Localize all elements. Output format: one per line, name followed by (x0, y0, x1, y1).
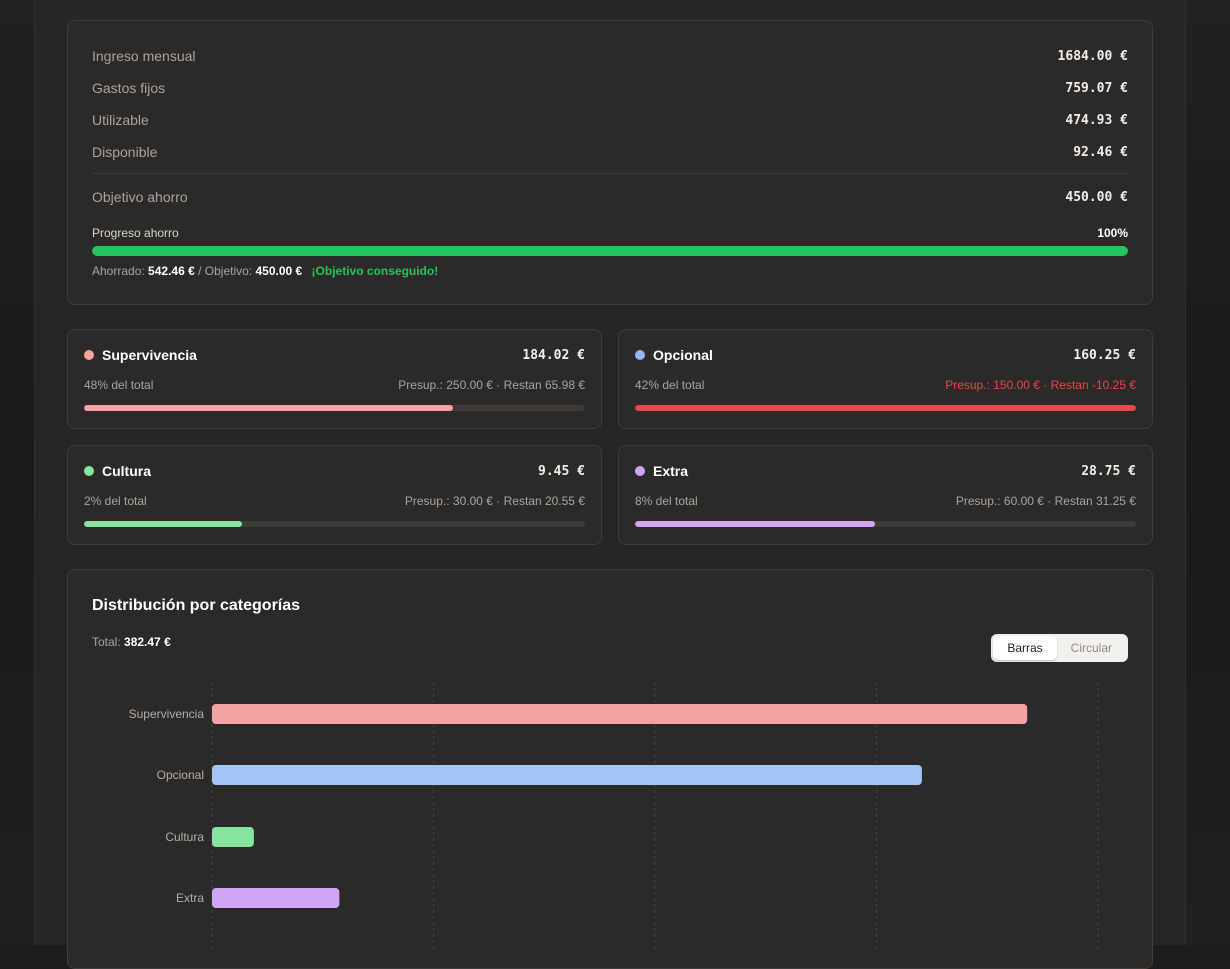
ingreso-row: Ingreso mensual 1684.00 € (92, 46, 1128, 66)
category-progress-fill (84, 405, 453, 411)
distribution-title: Distribución por categorías (92, 597, 301, 614)
category-share: 42% del total (635, 378, 705, 392)
progress-percent: 100% (1097, 226, 1128, 240)
category-progress-fill (635, 521, 875, 527)
total-value: 382.47 € (124, 635, 171, 649)
category-budget: Presup.: 250.00 € · Restan 65.98 € (398, 378, 585, 392)
chart-category-label: Extra (176, 891, 204, 905)
category-progress-fill (84, 521, 242, 527)
savings-progress-bar (92, 246, 1128, 256)
category-share: 48% del total (84, 378, 154, 392)
progress-label-row: Progreso ahorro 100% (92, 226, 1128, 240)
disponible-row: Disponible 92.46 € (92, 142, 1128, 162)
ahorrado-value: 542.46 € (148, 264, 195, 278)
summary-divider (92, 173, 1128, 174)
utilizable-value: 474.93 € (1065, 112, 1128, 128)
category-progress-fill (635, 405, 1136, 411)
background-left (0, 0, 34, 945)
category-amount: 28.75 € (1081, 463, 1136, 479)
chart-category-label: Cultura (165, 830, 204, 844)
utilizable-row: Utilizable 474.93 € (92, 110, 1128, 130)
objetivo-short-label: / Objetivo: (198, 264, 253, 278)
category-share: 2% del total (84, 494, 147, 508)
gastos-value: 759.07 € (1065, 80, 1128, 96)
toggle-pie-button[interactable]: Circular (1070, 641, 1112, 655)
category-progress-bar (84, 405, 585, 411)
category-budget: Presup.: 150.00 € · Restan -10.25 € (945, 378, 1136, 392)
goal-status: ¡Objetivo conseguido! (311, 264, 439, 278)
disponible-value: 92.46 € (1073, 144, 1128, 160)
savings-progress-fill (92, 246, 1128, 256)
main-panel: Ingreso mensual 1684.00 € Gastos fijos 7… (34, 0, 1186, 969)
progress-label: Progreso ahorro (92, 226, 179, 240)
chart-bar-supervivencia[interactable] (212, 704, 1028, 724)
background-right (1184, 0, 1230, 945)
category-name: Extra (653, 463, 689, 479)
category-share: 8% del total (635, 494, 698, 508)
gastos-label: Gastos fijos (92, 80, 166, 96)
category-budget: Presup.: 30.00 € · Restan 20.55 € (404, 494, 585, 508)
chart-bar-opcional[interactable] (212, 765, 922, 785)
distribution-total: Total: 382.47 € (92, 635, 171, 649)
saved-summary: Ahorrado: 542.46 € / Objetivo: 450.00 € … (92, 264, 438, 278)
gastos-row: Gastos fijos 759.07 € (92, 78, 1128, 98)
category-progress-bar (635, 521, 1136, 527)
category-name: Cultura (102, 463, 151, 479)
category-card-extra: Extra 28.75 € 8% del total Presup.: 60.0… (618, 445, 1153, 545)
disponible-label: Disponible (92, 144, 158, 160)
chart-bar-cultura[interactable] (212, 827, 254, 847)
category-progress-bar (635, 405, 1136, 411)
chart-type-toggle[interactable]: Barras Circular (991, 634, 1128, 662)
category-amount: 184.02 € (522, 347, 585, 363)
category-dot (635, 466, 645, 476)
chart-category-label: Supervivencia (129, 707, 205, 721)
category-amount: 160.25 € (1073, 347, 1136, 363)
category-dot (84, 350, 94, 360)
objetivo-short-value: 450.00 € (255, 264, 303, 278)
distribution-card: Distribución por categorías Total: 382.4… (67, 569, 1153, 969)
ingreso-value: 1684.00 € (1057, 48, 1128, 64)
ahorrado-label: Ahorrado: (92, 264, 145, 278)
objetivo-value: 450.00 € (1065, 189, 1128, 205)
chart-bar-extra[interactable] (212, 888, 340, 908)
distribution-bar-chart: Supervivencia Opcional Cultura Extra (129, 682, 1099, 950)
category-name: Supervivencia (102, 347, 197, 363)
category-budget: Presup.: 60.00 € · Restan 31.25 € (955, 494, 1136, 508)
utilizable-label: Utilizable (92, 112, 149, 128)
category-dot (84, 466, 94, 476)
ingreso-label: Ingreso mensual (92, 48, 196, 64)
category-card-cultura: Cultura 9.45 € 2% del total Presup.: 30.… (67, 445, 602, 545)
chart-category-label: Opcional (157, 768, 204, 782)
category-dot (635, 350, 645, 360)
toggle-bars-button[interactable]: Barras (993, 636, 1057, 660)
category-card-opcional: Opcional 160.25 € 42% del total Presup.:… (618, 329, 1153, 429)
summary-card: Ingreso mensual 1684.00 € Gastos fijos 7… (67, 20, 1153, 305)
category-amount: 9.45 € (538, 463, 585, 479)
category-card-supervivencia: Supervivencia 184.02 € 48% del total Pre… (67, 329, 602, 429)
objetivo-row: Objetivo ahorro 450.00 € (92, 187, 1128, 207)
category-progress-bar (84, 521, 585, 527)
objetivo-label: Objetivo ahorro (92, 189, 188, 205)
category-name: Opcional (653, 347, 713, 363)
total-label: Total: (92, 635, 121, 649)
